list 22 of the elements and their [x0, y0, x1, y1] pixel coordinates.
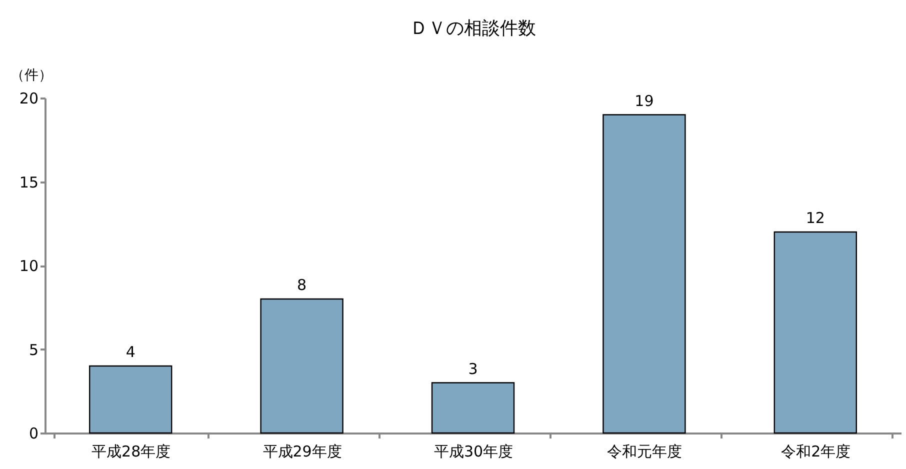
data-label: 8	[297, 276, 307, 294]
x-tick-label: 令和2年度	[781, 442, 851, 460]
x-tick-label: 平成29年度	[262, 442, 342, 460]
bar	[260, 298, 344, 434]
data-label: 19	[634, 92, 654, 110]
y-tick-label: 0	[28, 424, 38, 442]
y-tick-label: 10	[19, 257, 38, 275]
data-label: 12	[806, 209, 825, 227]
data-label: 4	[126, 343, 136, 361]
bar	[89, 365, 172, 434]
x-tick-label: 平成30年度	[434, 442, 514, 460]
bar	[602, 114, 686, 434]
bar	[431, 382, 515, 434]
y-tick-label: 5	[28, 340, 38, 359]
y-tick-label: 15	[19, 173, 38, 192]
chart-title: ＤＶの相談件数	[410, 18, 536, 39]
y-tick-label: 20	[19, 90, 38, 108]
data-label: 3	[468, 360, 478, 378]
x-tick-label: 平成28年度	[92, 442, 171, 460]
bar	[774, 231, 857, 434]
y-axis-title: （件）	[10, 68, 52, 84]
x-tick-label: 令和元年度	[607, 442, 682, 460]
